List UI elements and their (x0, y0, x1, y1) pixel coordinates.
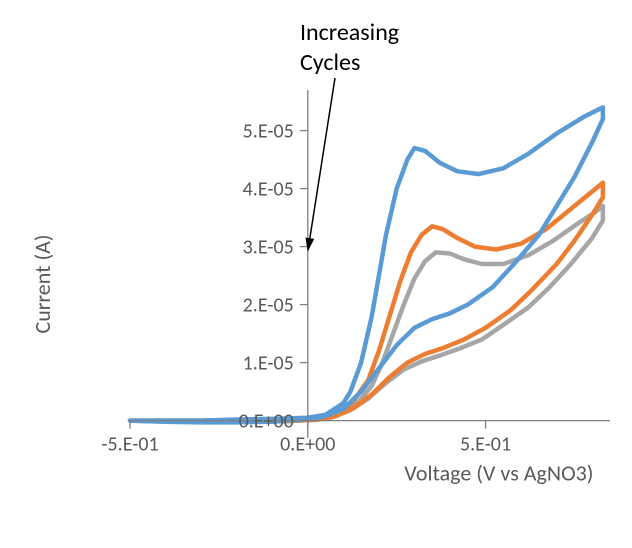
annotation-arrow (308, 78, 335, 250)
x-tick-label: 5.E-01 (460, 433, 511, 457)
y-tick-label: 2.E-05 (243, 294, 294, 318)
y-tick-label: 0.E+00 (239, 410, 294, 434)
series-cycle-1 (130, 107, 603, 422)
x-axis-label: Voltage (V vs AgNO3) (404, 460, 593, 487)
y-tick-label: 3.E-05 (243, 236, 294, 260)
annotation-line1: Increasing (300, 18, 399, 47)
y-axis-label: Current (A) (29, 234, 56, 333)
y-tick-label: 5.E-05 (243, 120, 294, 144)
y-tick-label: 4.E-05 (243, 178, 294, 202)
chart-svg: -5.E-010.E+005.E-010.E+001.E-052.E-053.E… (0, 0, 632, 548)
x-tick-label: -5.E-01 (101, 433, 158, 457)
y-tick-label: 1.E-05 (243, 352, 294, 376)
annotation-line2: Cycles (300, 48, 360, 77)
cv-chart: -5.E-010.E+005.E-010.E+001.E-052.E-053.E… (0, 0, 632, 548)
